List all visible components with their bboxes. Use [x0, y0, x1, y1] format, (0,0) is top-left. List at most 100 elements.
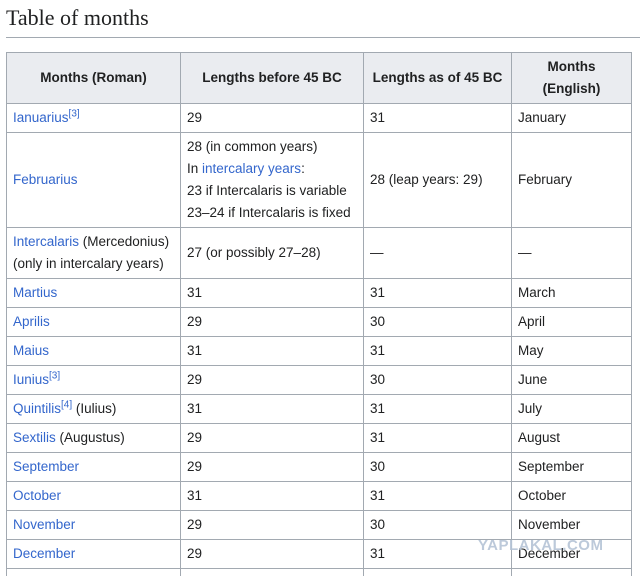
link[interactable]: Maius — [13, 343, 50, 358]
cell-line: 30 — [370, 311, 505, 333]
cell-line: 31 — [370, 427, 505, 449]
link[interactable]: intercalary years — [202, 161, 302, 176]
link[interactable]: Ianuarius — [13, 110, 69, 125]
cell-line: 30 — [370, 456, 505, 478]
cell-text: 31 — [370, 546, 386, 561]
cell-line: April — [518, 311, 625, 333]
link[interactable]: Quintilis — [13, 401, 62, 416]
table-cell: September — [511, 452, 632, 482]
cell-text: 31 — [187, 285, 203, 300]
link[interactable]: Februarius — [13, 172, 78, 187]
cell-line: November — [13, 514, 174, 536]
cell-line: Sextilis (Augustus) — [13, 427, 174, 449]
cell-line: Quintilis[4] (Iulius) — [13, 398, 174, 420]
footer-cell: 365–366 — [363, 568, 512, 576]
cell-text: 29 — [187, 110, 203, 125]
cell-text: October — [518, 488, 567, 503]
cell-line: January — [518, 107, 625, 129]
cell-line: 29 — [187, 311, 357, 333]
header-cell: Months (Roman) — [6, 52, 181, 104]
cell-text: (Mercedonius) — [79, 234, 170, 249]
link[interactable]: Martius — [13, 285, 58, 300]
reference[interactable]: [3] — [49, 370, 61, 382]
table-cell: November — [6, 510, 181, 540]
link[interactable]: Intercalaris — [13, 234, 80, 249]
table-cell: 31 — [180, 394, 364, 424]
cell-text: 29 — [187, 314, 203, 329]
link[interactable]: November — [13, 517, 76, 532]
cell-text: 30 — [370, 314, 386, 329]
cell-text: In — [187, 161, 203, 176]
link[interactable]: October — [13, 488, 62, 503]
table-cell: 31 — [180, 336, 364, 366]
cell-line: 31 — [370, 485, 505, 507]
cell-line: July — [518, 398, 625, 420]
cell-line: December — [518, 543, 625, 565]
cell-text: 30 — [370, 459, 386, 474]
cell-text: January — [518, 110, 567, 125]
table-cell: January — [511, 103, 632, 133]
link[interactable]: Sextilis — [13, 430, 56, 445]
table-cell: Maius — [6, 336, 181, 366]
cell-line: December — [13, 543, 174, 565]
table-cell: 31 — [180, 481, 364, 511]
header-cell: Months (English) — [511, 52, 632, 104]
cell-line: 29 — [187, 107, 357, 129]
table-cell: 29 — [180, 423, 364, 453]
cell-text: November — [518, 517, 581, 532]
cell-text: September — [518, 459, 585, 474]
cell-line: 28 (leap years: 29) — [370, 169, 505, 191]
table-cell: Martius — [6, 278, 181, 308]
cell-line: Intercalaris (Mercedonius) — [13, 231, 174, 253]
cell-text: 31 — [187, 343, 203, 358]
cell-line: September — [518, 456, 625, 478]
cell-text: 31 — [370, 285, 386, 300]
cell-line: 31 — [370, 282, 505, 304]
table-cell: 27 (or possibly 27–28) — [180, 227, 364, 279]
cell-text: 29 — [187, 517, 203, 532]
table-cell: — — [511, 227, 632, 279]
reference[interactable]: [4] — [61, 399, 73, 411]
cell-line: 29 — [187, 514, 357, 536]
table-cell: July — [511, 394, 632, 424]
link[interactable]: Iunius — [13, 372, 50, 387]
cell-text: (only in intercalary years) — [13, 256, 164, 271]
cell-text: 27 (or possibly 27–28) — [187, 245, 321, 260]
table-cell: 30 — [363, 510, 512, 540]
cell-text: (Augustus) — [55, 430, 125, 445]
cell-text: 28 (in common years) — [187, 139, 318, 154]
cell-line: In intercalary years: — [187, 158, 357, 180]
cell-line: Iunius[3] — [13, 369, 174, 391]
table-cell: August — [511, 423, 632, 453]
cell-text: 31 — [187, 401, 203, 416]
cell-line: June — [518, 369, 625, 391]
table-row: Maius 31 31 May — [6, 336, 632, 366]
table-row: December 29 31 December — [6, 539, 632, 569]
cell-text: July — [518, 401, 543, 416]
table-cell: 28 (leap years: 29) — [363, 132, 512, 228]
cell-line: Maius — [13, 340, 174, 362]
cell-text: — — [518, 245, 532, 260]
link[interactable]: December — [13, 546, 76, 561]
table-row: Sextilis (Augustus) 29 31 August — [6, 423, 632, 453]
cell-line: 30 — [370, 514, 505, 536]
reference[interactable]: [3] — [68, 108, 80, 120]
cell-text: 31 — [370, 343, 386, 358]
link[interactable]: September — [13, 459, 80, 474]
table-cell: Aprilis — [6, 307, 181, 337]
table-cell: Sextilis (Augustus) — [6, 423, 181, 453]
table-row: Martius 31 31 March — [6, 278, 632, 308]
cell-line: May — [518, 340, 625, 362]
footer-cell: 355 or 377–378 — [180, 568, 364, 576]
cell-text: 28 (leap years: 29) — [370, 172, 483, 187]
cell-text: (Iulius) — [72, 401, 117, 416]
cell-line: — — [370, 242, 505, 264]
cell-line: Februarius — [13, 169, 174, 191]
cell-line: 31 — [187, 340, 357, 362]
table-cell: 31 — [363, 423, 512, 453]
table-cell: 31 — [363, 278, 512, 308]
link[interactable]: Aprilis — [13, 314, 50, 329]
table-row: October 31 31 October — [6, 481, 632, 511]
table-row: Quintilis[4] (Iulius) 31 31 July — [6, 394, 632, 424]
